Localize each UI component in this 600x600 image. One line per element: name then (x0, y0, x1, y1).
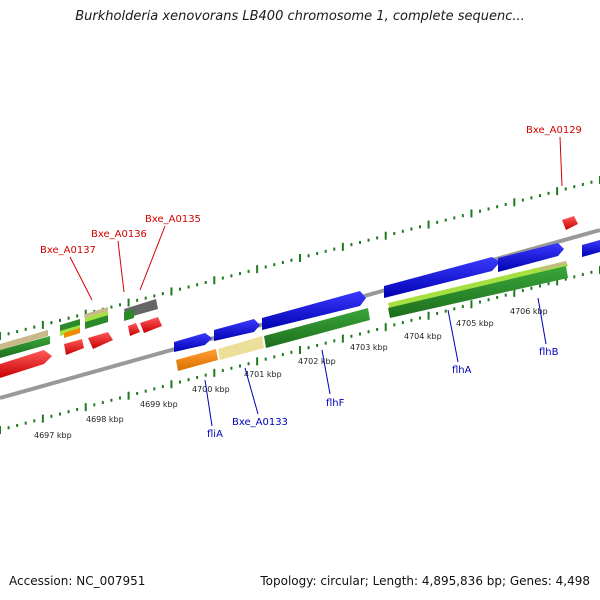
gene-label-blue[interactable]: fliA (207, 429, 223, 440)
gene-cluster-main (174, 216, 600, 371)
label-leader-line (244, 367, 259, 415)
gene-blue-feature[interactable] (582, 240, 600, 257)
gene-blue-feature[interactable] (262, 291, 366, 330)
gene-tan-feature[interactable] (540, 261, 566, 271)
label-leader-line (321, 349, 331, 395)
ruler-label: 4698 kbp (86, 415, 124, 424)
gene-blue-feature[interactable] (498, 243, 564, 272)
gene-tan-feature[interactable] (85, 307, 108, 318)
gene-blue-feature[interactable] (384, 257, 500, 298)
gene-label-red[interactable]: Bxe_A0129 (526, 125, 582, 136)
ruler-label: 4703 kbp (350, 343, 388, 352)
gene-green-feature[interactable] (388, 266, 568, 318)
gene-tan-feature[interactable] (218, 336, 264, 360)
label-leader-line (139, 225, 166, 291)
ruler-label: 4702 kbp (298, 357, 336, 366)
gene-blue-feature[interactable] (174, 333, 212, 352)
gene-cluster-left (0, 299, 162, 378)
gene-label-blue[interactable]: flhF (326, 398, 345, 409)
gene-labels: Bxe_A0137 Bxe_A0136 Bxe_A0135 Bxe_A0129 fliA… (40, 125, 582, 440)
gene-green-feature[interactable] (0, 336, 50, 358)
gene-blue-feature[interactable] (214, 319, 260, 341)
gene-label-blue[interactable]: flhB (539, 347, 559, 358)
accession-text: Accession: NC_007951 (9, 574, 146, 588)
label-leader-line (204, 379, 213, 427)
ruler-labels: 4697 kbp 4698 kbp 4699 kbp 4700 kbp 4701 kbp… (34, 307, 548, 440)
ruler-label: 4697 kbp (34, 431, 72, 440)
gene-green-feature[interactable] (264, 308, 370, 348)
ruler-label: 4699 kbp (140, 400, 178, 409)
label-leader-line (559, 136, 563, 187)
gene-orange-feature[interactable] (176, 349, 218, 371)
gene-green-feature[interactable] (124, 309, 134, 321)
gene-tan-feature[interactable] (0, 330, 48, 350)
ruler-label: 4704 kbp (404, 332, 442, 341)
gene-label-red[interactable]: Bxe_A0137 (40, 245, 96, 256)
gene-orange-feature[interactable] (64, 328, 80, 338)
gene-red-feature[interactable] (140, 317, 162, 333)
ruler-label: 4701 kbp (244, 370, 282, 379)
gene-green-feature[interactable] (85, 315, 108, 329)
gene-red-feature[interactable] (562, 216, 578, 230)
ruler-label: 4700 kbp (192, 385, 230, 394)
label-leader-line (537, 297, 547, 345)
gene-green-feature[interactable] (60, 319, 80, 331)
gene-red-feature[interactable] (128, 323, 140, 336)
gene-red-feature[interactable] (0, 350, 52, 378)
gene-label-blue[interactable]: Bxe_A0133 (232, 417, 288, 428)
ruler-label: 4706 kbp (510, 307, 548, 316)
lower-tick-track (0, 266, 600, 434)
map-title: Burkholderia xenovorans LB400 chromosome… (75, 9, 525, 24)
label-leader-line (117, 240, 125, 293)
gene-label-blue[interactable]: flhA (452, 365, 472, 376)
gene-green-feature[interactable] (85, 311, 108, 322)
ruler-label: 4705 kbp (456, 319, 494, 328)
gene-red-feature[interactable] (64, 339, 84, 355)
label-leader-line (447, 309, 459, 363)
gene-red-feature[interactable] (88, 332, 113, 349)
gene-label-red[interactable]: Bxe_A0135 (145, 214, 201, 225)
label-leader-line (69, 256, 93, 301)
gene-label-red[interactable]: Bxe_A0136 (91, 229, 147, 240)
genome-stats-text: Topology: circular; Length: 4,895,836 bp… (260, 574, 590, 588)
